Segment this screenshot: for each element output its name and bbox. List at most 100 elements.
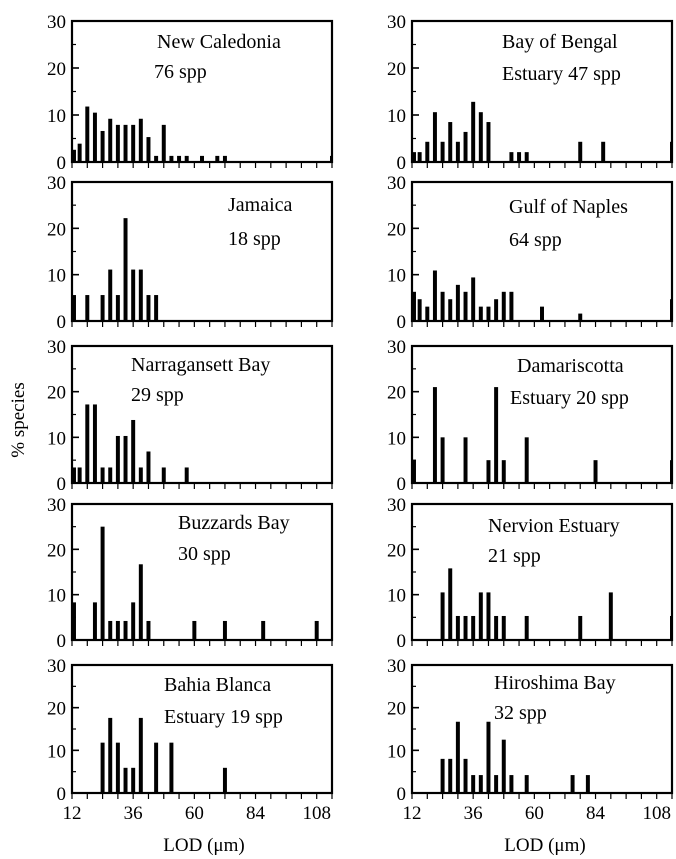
histogram-bar xyxy=(108,118,113,162)
histogram-bar xyxy=(108,467,113,483)
panel-label: Estuary 19 spp xyxy=(164,706,283,728)
panel-label: 29 spp xyxy=(131,384,184,406)
y-tick-label: 0 xyxy=(397,474,407,495)
histogram-bar xyxy=(330,155,332,162)
histogram-bar xyxy=(123,124,128,162)
histogram-bar xyxy=(77,467,82,483)
x-tick-label: 108 xyxy=(302,803,331,824)
histogram-bar xyxy=(146,451,151,483)
histogram-bar xyxy=(131,602,136,640)
histogram-bar xyxy=(455,615,460,640)
histogram-bar xyxy=(463,437,468,483)
histogram-panel: 0 10 20 30 Jamaica 18 spp xyxy=(47,173,334,333)
panel-label: 21 spp xyxy=(488,545,541,567)
y-tick-label: 20 xyxy=(47,540,66,561)
histogram-bar xyxy=(115,124,120,162)
histogram-bar xyxy=(412,291,416,321)
y-tick-label: 0 xyxy=(57,153,67,174)
histogram-bar xyxy=(123,435,128,483)
y-tick-label: 20 xyxy=(387,540,406,561)
y-tick-label: 0 xyxy=(397,631,407,652)
y-tick-label: 0 xyxy=(57,631,67,652)
histogram-bar xyxy=(578,615,583,640)
x-tick-label: 12 xyxy=(63,803,82,824)
histogram-panel: 0 10 20 30 Damariscotta Estuary 20 spp xyxy=(387,337,674,495)
histogram-bar xyxy=(478,775,483,793)
y-tick-label: 10 xyxy=(387,586,406,607)
histogram-bar xyxy=(72,602,76,640)
histogram-bar xyxy=(138,118,143,162)
histogram-bar xyxy=(161,124,166,162)
histogram-bar xyxy=(115,742,120,793)
histogram-bar xyxy=(494,299,499,321)
histogram-panel: 0 10 20 30 Gulf of Naples 64 spp xyxy=(387,173,674,333)
y-tick-label: 10 xyxy=(47,741,66,762)
y-tick-label: 0 xyxy=(57,474,67,495)
histogram-bar xyxy=(440,592,445,640)
histogram-panel: 0 10 20 30 Narragansett Bay 29 spp xyxy=(47,337,334,495)
y-tick-label: 20 xyxy=(47,219,66,240)
histogram-bar xyxy=(670,460,672,483)
histogram-bar xyxy=(138,467,143,483)
panel-label: 76 spp xyxy=(154,61,207,83)
histogram-bar xyxy=(440,291,445,321)
histogram-bar xyxy=(578,313,583,321)
histogram-bar xyxy=(177,155,182,162)
histogram-bar xyxy=(440,437,445,483)
histogram-bar xyxy=(184,467,189,483)
y-tick-label: 10 xyxy=(47,428,66,449)
panel-label: Hiroshima Bay xyxy=(494,672,616,694)
histogram-bar xyxy=(448,299,453,321)
histogram-bar xyxy=(417,299,422,321)
histogram-bar xyxy=(486,460,491,483)
y-tick-label: 0 xyxy=(397,784,407,805)
panel-label: Bay of Bengal xyxy=(502,31,618,53)
y-tick-label: 30 xyxy=(387,173,406,194)
histogram-bar xyxy=(92,602,97,640)
panel-label: New Caledonia xyxy=(157,31,281,53)
y-tick-label: 20 xyxy=(387,59,406,80)
panel-label: Gulf of Naples xyxy=(509,196,628,218)
x-tick-label: 108 xyxy=(642,803,671,824)
y-tick-label: 30 xyxy=(387,656,406,677)
histogram-bar xyxy=(501,739,506,793)
histogram-bar xyxy=(154,742,159,793)
histogram-bar xyxy=(115,435,120,483)
histogram-bar xyxy=(123,620,128,640)
histogram-bar xyxy=(123,767,128,793)
panel-label: Nervion Estuary xyxy=(488,515,620,537)
histogram-bar xyxy=(100,526,105,640)
histogram-bar xyxy=(540,306,544,321)
y-tick-label: 0 xyxy=(397,312,407,333)
histogram-bar xyxy=(92,404,97,483)
histogram-bar xyxy=(494,775,499,793)
y-tick-label: 0 xyxy=(397,153,407,174)
y-tick-label: 30 xyxy=(47,12,66,33)
y-tick-label: 20 xyxy=(47,383,66,404)
histogram-panels: 0 10 20 30 New Caledonia 76 spp 0 10 20 30 Bay of … xyxy=(47,12,674,824)
histogram-bar xyxy=(108,620,113,640)
histogram-bar xyxy=(593,460,598,483)
histogram-bar xyxy=(192,620,197,640)
histogram-bar xyxy=(154,295,159,321)
histogram-bar xyxy=(184,155,189,162)
histogram-bar xyxy=(570,775,575,793)
histogram-bar xyxy=(463,615,468,640)
histogram-bar xyxy=(115,295,120,321)
histogram-bar xyxy=(524,437,529,483)
panel-label: Estuary 20 spp xyxy=(510,387,629,409)
histogram-bar xyxy=(585,775,590,793)
y-tick-label: 30 xyxy=(47,337,66,358)
y-tick-label: 20 xyxy=(387,383,406,404)
histogram-bar xyxy=(471,101,476,162)
histogram-bar xyxy=(455,141,460,162)
y-tick-label: 10 xyxy=(47,266,66,287)
y-tick-label: 20 xyxy=(47,59,66,80)
histogram-bar xyxy=(501,460,506,483)
panel-label: 30 spp xyxy=(178,543,231,565)
y-tick-label: 20 xyxy=(387,219,406,240)
histogram-bar xyxy=(440,141,445,162)
x-tick-label: 36 xyxy=(124,803,143,824)
histogram-bar xyxy=(417,152,422,162)
